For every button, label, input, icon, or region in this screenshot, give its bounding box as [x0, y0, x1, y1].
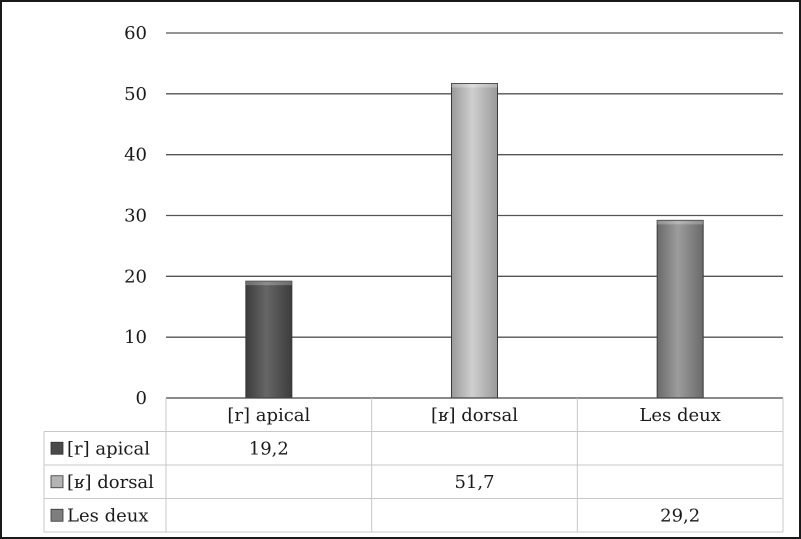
bar-highlight — [657, 220, 704, 225]
category-label: Les deux — [639, 405, 720, 426]
y-tick-label: 30 — [124, 206, 147, 227]
bar-highlight — [451, 83, 498, 88]
y-tick-label: 50 — [124, 84, 147, 105]
legend-swatch — [50, 475, 64, 489]
data-table: [r] apical [ʁ] dorsal Les deux [r] apical 19… — [43, 397, 784, 533]
data-label: 29,2 — [660, 505, 700, 526]
legend-label: [r] apical — [67, 438, 150, 459]
y-tick-label: 60 — [124, 23, 147, 44]
y-axis-ticks: 0 10 20 30 40 50 60 — [124, 23, 147, 409]
y-tick-label: 0 — [136, 388, 147, 409]
category-label: [r] apical — [227, 405, 310, 426]
data-label: 51,7 — [454, 472, 494, 493]
y-tick-label: 40 — [124, 145, 147, 166]
bars — [245, 82, 704, 399]
y-tick-label: 10 — [124, 327, 147, 348]
y-tick-label: 20 — [124, 266, 147, 287]
bar — [451, 82, 498, 399]
legend-label: [ʁ] dorsal — [67, 472, 154, 493]
data-label: 19,2 — [249, 438, 289, 459]
legend-label: Les deux — [67, 505, 148, 526]
bar-highlight — [245, 281, 292, 286]
bar — [656, 219, 704, 399]
legend-swatch — [50, 441, 64, 455]
category-label: [ʁ] dorsal — [431, 405, 518, 426]
bar — [245, 280, 293, 399]
legend-swatch — [50, 508, 64, 522]
